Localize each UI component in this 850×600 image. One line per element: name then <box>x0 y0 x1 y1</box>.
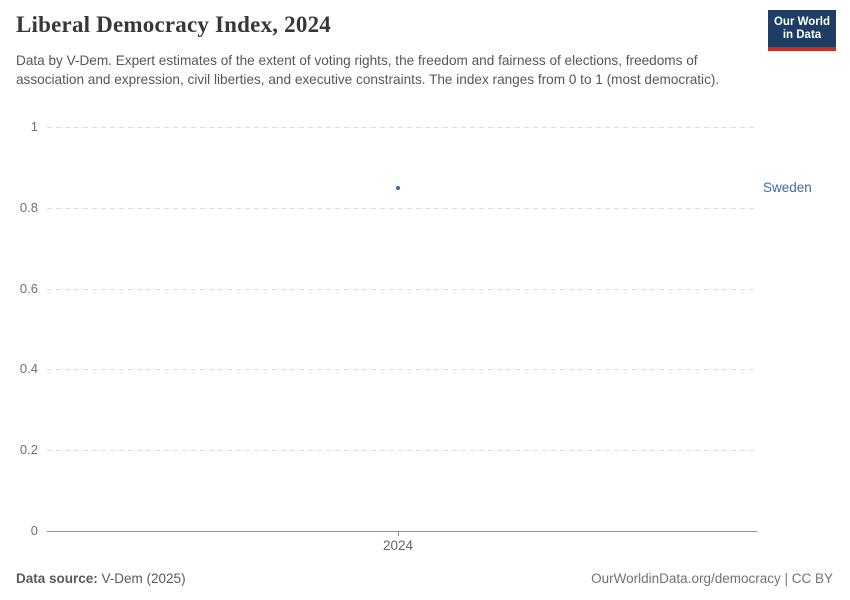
chart-title: Liberal Democracy Index, 2024 <box>16 12 331 37</box>
entity-label-sweden[interactable]: Sweden <box>763 180 812 195</box>
chart-footer: Data source: V-Dem (2025) OurWorldinData… <box>0 571 850 586</box>
y-gridline <box>47 450 757 451</box>
chart-subtitle: Data by V-Dem. Expert estimates of the e… <box>16 53 720 87</box>
y-tick-label: 1 <box>30 119 38 134</box>
y-gridline <box>47 369 757 370</box>
owid-logo-line2: in Data <box>782 29 822 41</box>
attribution-link[interactable]: OurWorldinData.org/democracy | CC BY <box>591 571 833 586</box>
data-source-label: Data source: <box>16 571 98 586</box>
y-gridline <box>47 289 757 290</box>
x-axis-line <box>47 531 757 532</box>
y-tick-label: 0 <box>30 523 38 538</box>
y-tick-label: 0.6 <box>19 281 38 296</box>
owid-logo[interactable]: Our World in Data <box>768 10 836 51</box>
y-gridline <box>47 127 757 128</box>
y-tick-label: 0.8 <box>19 200 38 215</box>
y-gridline <box>47 208 757 209</box>
y-tick-label: 0.4 <box>19 361 38 376</box>
data-source: Data source: V-Dem (2025) <box>16 571 186 586</box>
data-source-value: V-Dem (2025) <box>97 571 186 586</box>
data-point-sweden[interactable] <box>396 186 400 190</box>
x-axis-tick <box>398 531 399 536</box>
x-tick-label: 2024 <box>382 538 414 553</box>
y-tick-label: 0.2 <box>19 442 38 457</box>
owid-logo-line1: Our World <box>773 16 830 28</box>
